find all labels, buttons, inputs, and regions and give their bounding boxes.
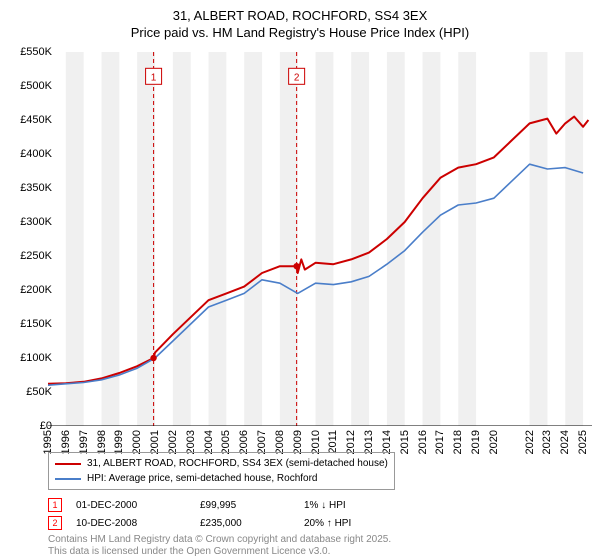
y-tick-label: £400K [20,148,52,160]
x-tick-label: 2010 [310,430,322,454]
marker-price: £235,000 [200,518,290,529]
x-tick-label: 2012 [345,430,357,454]
x-tick-label: 2024 [559,430,571,454]
x-tick-label: 2016 [417,430,429,454]
legend-label: HPI: Average price, semi-detached house,… [87,471,318,486]
legend-swatch [55,463,81,465]
x-tick-label: 2014 [381,430,393,454]
x-tick-label: 2023 [541,430,553,454]
y-tick-label: £300K [20,216,52,228]
y-tick-label: £350K [20,182,52,194]
x-tick-label: 2022 [524,430,536,454]
x-tick-label: 2018 [452,430,464,454]
marker-row: 2 10-DEC-2008 £235,000 20% ↑ HPI [48,516,592,530]
marker-rows: 1 01-DEC-2000 £99,995 1% ↓ HPI 2 10-DEC-2008 £… [48,498,592,530]
x-tick-label: 2002 [167,430,179,454]
y-tick-label: £150K [20,318,52,330]
marker-row: 1 01-DEC-2000 £99,995 1% ↓ HPI [48,498,592,512]
x-tick-label: 2000 [131,430,143,454]
x-tick-label: 2011 [327,430,339,454]
chart-footer: 31, ALBERT ROAD, ROCHFORD, SS4 3EX (semi… [48,452,592,558]
x-tick-label: 2009 [292,430,304,454]
svg-text:2: 2 [294,72,300,83]
x-tick-label: 1997 [78,430,90,454]
legend-row: HPI: Average price, semi-detached house,… [55,471,388,486]
x-tick-label: 2019 [470,430,482,454]
x-tick-label: 2008 [274,430,286,454]
x-tick-label: 2013 [363,430,375,454]
legend-row: 31, ALBERT ROAD, ROCHFORD, SS4 3EX (semi… [55,456,388,471]
x-tick-label: 1999 [113,430,125,454]
x-tick-label: 2003 [185,430,197,454]
x-tick-label: 2001 [149,430,161,454]
legend-box: 31, ALBERT ROAD, ROCHFORD, SS4 3EX (semi… [48,452,395,490]
x-tick-label: 1996 [60,430,72,454]
x-tick-label: 2020 [488,430,500,454]
attribution-line-2: This data is licensed under the Open Gov… [48,546,592,558]
svg-text:1: 1 [151,72,157,83]
x-tick-label: 2004 [203,430,215,454]
legend-label: 31, ALBERT ROAD, ROCHFORD, SS4 3EX (semi… [87,456,388,471]
x-tick-label: 1998 [96,430,108,454]
y-tick-label: £500K [20,80,52,92]
marker-delta: 1% ↓ HPI [304,500,346,511]
y-tick-label: £550K [20,46,52,58]
chart-plot-area: 12 [48,52,592,426]
marker-date: 01-DEC-2000 [76,500,186,511]
marker-date: 10-DEC-2008 [76,518,186,529]
attribution-line-1: Contains HM Land Registry data © Crown c… [48,534,592,546]
attribution: Contains HM Land Registry data © Crown c… [48,534,592,558]
marker-badge: 2 [48,516,62,530]
y-tick-label: £100K [20,352,52,364]
y-tick-label: £50K [26,386,52,398]
marker-delta: 20% ↑ HPI [304,518,351,529]
x-tick-label: 2006 [238,430,250,454]
y-tick-label: £450K [20,114,52,126]
x-tick-label: 2007 [256,430,268,454]
title-line-1: 31, ALBERT ROAD, ROCHFORD, SS4 3EX [0,8,600,25]
marker-badge: 1 [48,498,62,512]
chart-container: 31, ALBERT ROAD, ROCHFORD, SS4 3EX Price… [0,0,600,560]
chart-title-block: 31, ALBERT ROAD, ROCHFORD, SS4 3EX Price… [0,0,600,46]
x-tick-label: 1995 [42,430,54,454]
x-tick-label: 2025 [577,430,589,454]
title-line-2: Price paid vs. HM Land Registry's House … [0,25,600,42]
chart-svg: 12 [48,52,592,426]
x-tick-label: 2017 [434,430,446,454]
x-tick-label: 2005 [220,430,232,454]
y-tick-label: £200K [20,284,52,296]
legend-swatch [55,478,81,480]
x-tick-label: 2015 [399,430,411,454]
y-tick-label: £250K [20,250,52,262]
marker-price: £99,995 [200,500,290,511]
